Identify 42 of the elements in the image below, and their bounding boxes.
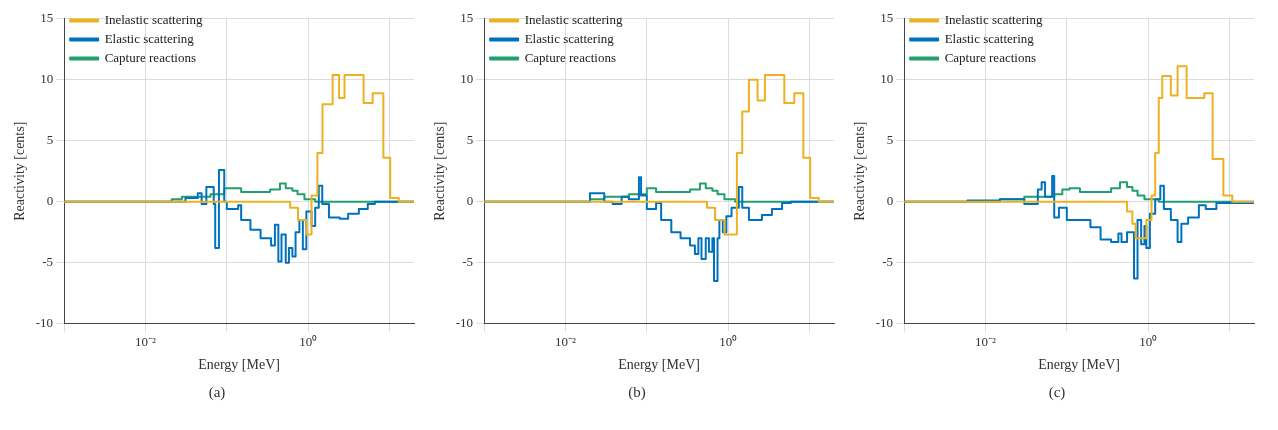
y-tick-label: 15	[40, 10, 54, 26]
legend-label: Capture reactions	[524, 49, 616, 65]
y-tick-label: 5	[886, 132, 894, 148]
y-tick-label: -10	[875, 315, 894, 331]
y-tick-label: -5	[882, 254, 894, 270]
legend-label: Inelastic scattering	[104, 11, 203, 27]
text: (b)	[627, 384, 647, 401]
x-tick-label: 10⁰	[1139, 333, 1158, 349]
y-tick-label: -10	[35, 315, 54, 331]
y-tick-label: 5	[466, 132, 474, 148]
legend-label: Inelastic scattering	[944, 11, 1043, 27]
y-axis-title: Reactivity [cents]	[12, 121, 28, 221]
y-tick-label: 0	[46, 193, 54, 209]
y-tick-label: 0	[466, 193, 474, 209]
x-tick-label: 10⁻²	[135, 333, 157, 349]
x-axis-title: Energy [MeV]	[618, 357, 700, 373]
y-tick-label: 10	[460, 71, 474, 87]
text: (a)	[207, 384, 227, 401]
legend-label: Elastic scattering	[944, 30, 1035, 46]
y-tick-label: -5	[462, 254, 474, 270]
y-tick-label: -10	[455, 315, 474, 331]
x-axis-title: Energy [MeV]	[198, 357, 280, 373]
legend-label: Capture reactions	[104, 49, 196, 65]
y-tick-label: 10	[40, 71, 54, 87]
legend-label: Capture reactions	[944, 49, 1036, 65]
x-tick-label: 10⁰	[719, 333, 738, 349]
y-axis-title: Reactivity [cents]	[852, 121, 868, 221]
legend-label: Elastic scattering	[104, 30, 195, 46]
y-tick-label: 10	[880, 71, 894, 87]
x-axis-title: Energy [MeV]	[1038, 357, 1120, 373]
y-tick-label: 15	[880, 10, 894, 26]
x-tick-label: 10⁰	[299, 333, 318, 349]
legend-label: Elastic scattering	[524, 30, 615, 46]
x-tick-label: 10⁻²	[975, 333, 997, 349]
y-tick-label: 15	[460, 10, 474, 26]
y-tick-label: -5	[42, 254, 54, 270]
text: (c)	[1047, 384, 1067, 401]
legend-label: Inelastic scattering	[524, 11, 623, 27]
y-axis-title: Reactivity [cents]	[432, 121, 448, 221]
y-tick-label: 5	[46, 132, 54, 148]
y-tick-label: 0	[886, 193, 894, 209]
x-tick-label: 10⁻²	[555, 333, 577, 349]
